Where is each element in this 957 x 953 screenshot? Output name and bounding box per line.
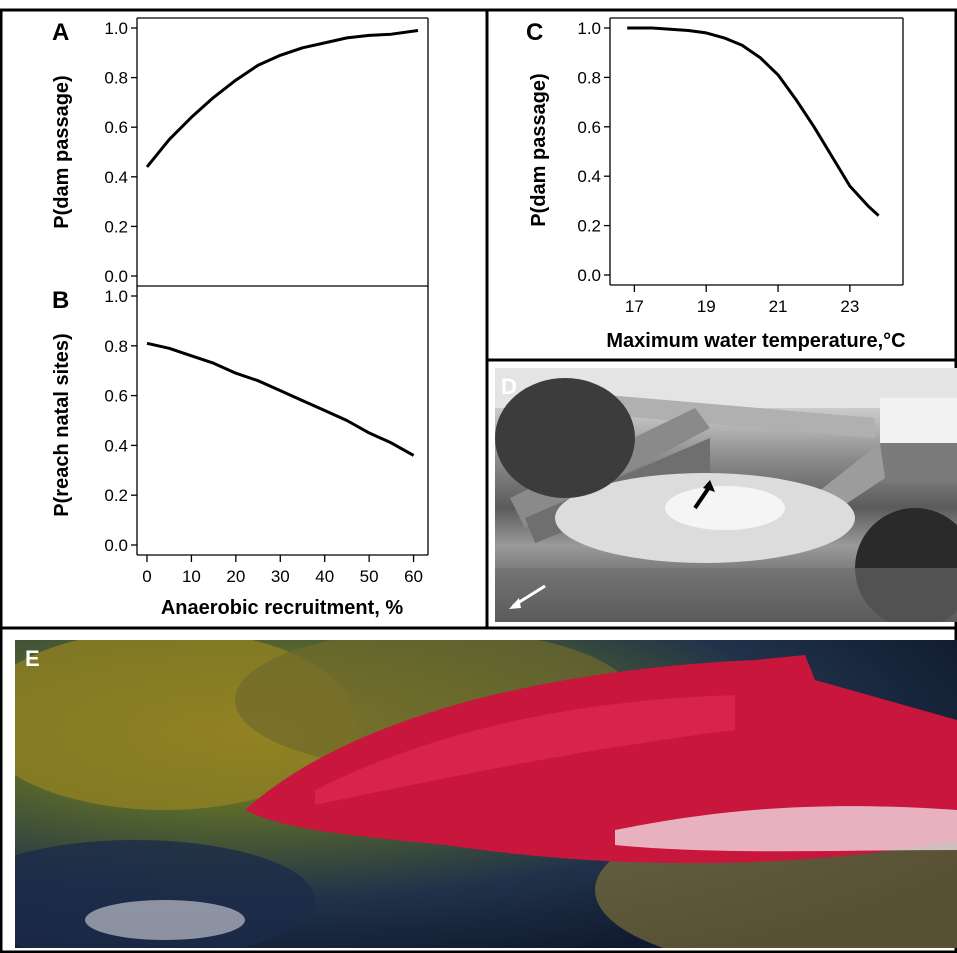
y-tick-label: 0.6 (577, 118, 601, 137)
panel-label-b: B (52, 287, 69, 314)
salmon-photo: E (15, 640, 957, 948)
chart-c: 0.0 0.2 0.4 0.6 0.8 1.0 P(dam passage) 17 19 21 23… (528, 17, 906, 352)
y-tick-label: 0.0 (577, 266, 601, 285)
y-tick-label: 1.0 (104, 19, 128, 38)
y-tick-label: 0.2 (104, 486, 128, 505)
y-tick-label: 0.2 (104, 217, 128, 236)
y-tick-label: 0.4 (104, 436, 128, 455)
y-tick-label: 0.0 (104, 536, 128, 555)
y-axis-label: P(reach natal sites) (51, 333, 73, 516)
y-tick-label: 0.6 (104, 118, 128, 137)
arrow-black-icon (693, 484, 712, 510)
y-axis-label: P(dam passage) (51, 75, 73, 228)
dam-photo-drawing: D (495, 368, 957, 622)
x-tick-label: 40 (315, 567, 334, 586)
chart-b: 0.0 0.2 0.4 0.6 0.8 1.0 P(reach natal sites) 0 1… (51, 286, 429, 619)
panel-label-d: D (501, 374, 517, 399)
x-tick-label: 21 (769, 297, 788, 316)
y-axis-label: P(dam passage) (528, 73, 550, 226)
y-tick-label: 0.0 (104, 267, 128, 286)
panel-label-e: E (25, 646, 40, 671)
x-tick-label: 0 (142, 567, 151, 586)
x-tick-label: 19 (697, 297, 716, 316)
x-axis-label: Maximum water temperature,°C (606, 330, 905, 352)
series-line (146, 341, 415, 457)
chart-a: 0.0 0.2 0.4 0.6 0.8 1.0 P(dam passage) (51, 17, 429, 287)
panel-label-a: A (52, 19, 69, 46)
x-tick-label: 23 (840, 297, 859, 316)
y-tick-label: 0.8 (104, 337, 128, 356)
y-tick-label: 0.6 (104, 387, 128, 406)
y-tick-label: 0.4 (104, 168, 128, 187)
x-tick-label: 60 (404, 567, 423, 586)
y-tick-label: 0.4 (577, 167, 601, 186)
x-axis-label: Anaerobic recruitment, % (161, 597, 404, 619)
y-tick-label: 1.0 (577, 19, 601, 38)
x-tick-label: 10 (182, 567, 201, 586)
dam-photo: D (495, 368, 957, 622)
y-tick-label: 0.8 (104, 69, 128, 88)
salmon-photo-drawing: E (15, 640, 957, 948)
panel-label-c: C (526, 19, 543, 46)
y-tick-label: 0.2 (577, 217, 601, 236)
x-tick-label: 17 (625, 297, 644, 316)
series-line (145, 29, 419, 168)
y-tick-label: 1.0 (104, 287, 128, 306)
x-tick-label: 30 (271, 567, 290, 586)
series-line (627, 26, 880, 217)
y-tick-label: 0.8 (577, 68, 601, 87)
x-tick-label: 50 (360, 567, 379, 586)
x-tick-label: 20 (226, 567, 245, 586)
